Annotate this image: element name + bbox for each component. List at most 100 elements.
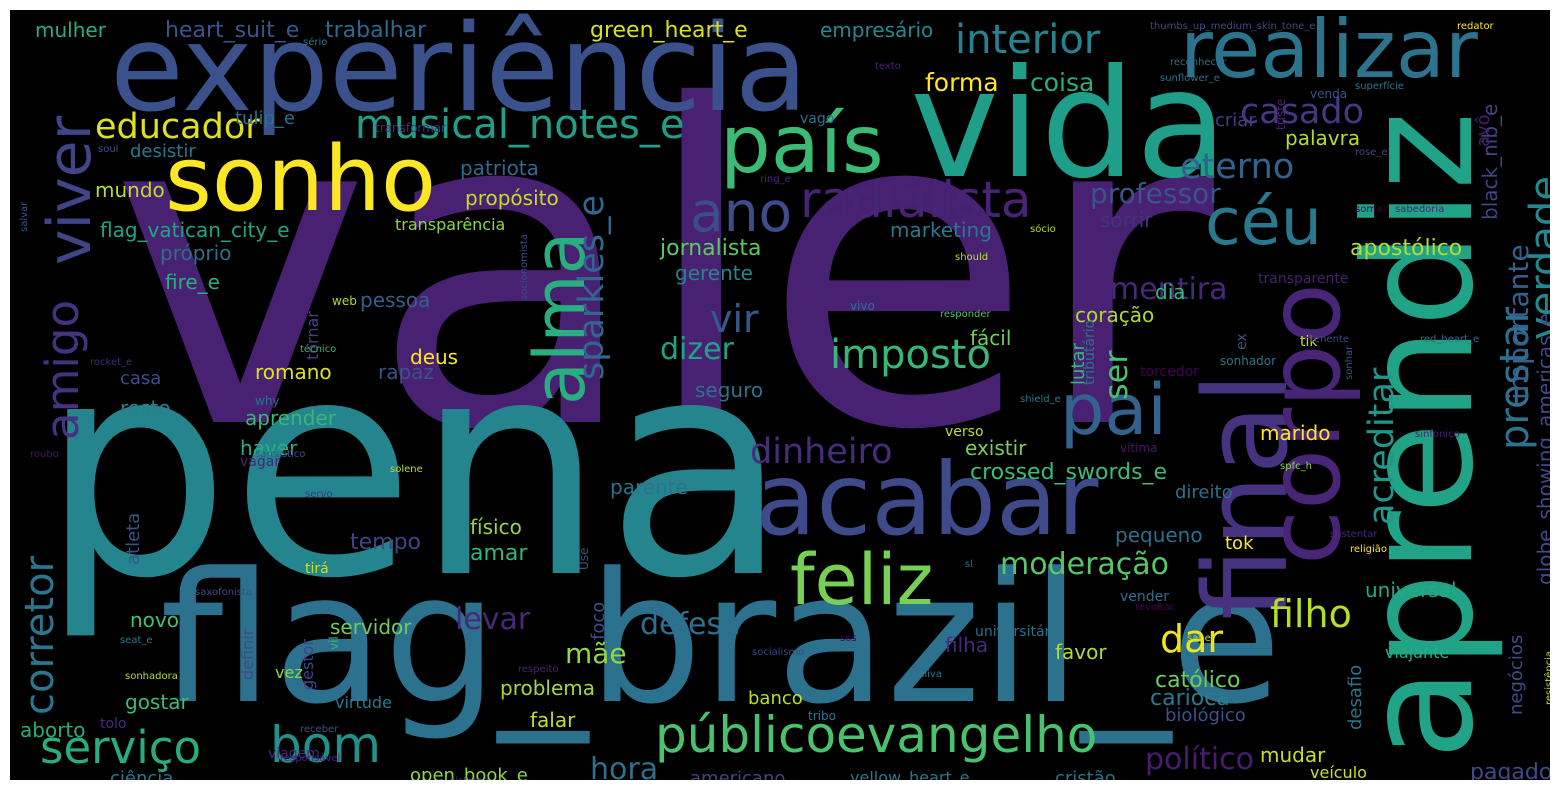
word-tirá: tirá [305, 561, 329, 577]
word-heart-suit-e: heart_suit_e [165, 18, 300, 43]
word-coração: coração [1075, 303, 1155, 327]
word-realizar: realizar [1180, 10, 1478, 96]
word-banco: banco [748, 688, 803, 709]
word-soul: soul [98, 144, 119, 155]
word-avô: avô [1473, 114, 1494, 147]
word-servo: servo [305, 489, 333, 500]
word-desafio: desafio [1345, 664, 1366, 730]
word-soma: soma [1355, 204, 1383, 215]
word-trabalhar: trabalhar [325, 18, 427, 43]
word-tempo: tempo [350, 530, 422, 555]
word-pai: pai [1060, 369, 1167, 451]
word-importante: importante [1502, 244, 1535, 400]
word-haver: haver [240, 436, 298, 460]
word-moderação: moderação [1000, 547, 1170, 582]
word-vez: vez [275, 663, 303, 682]
word-mentira: mentira [1110, 272, 1228, 307]
word-falar: falar [530, 708, 576, 732]
word-shield-e: shield_e [1020, 394, 1061, 405]
word-interior: interior [955, 17, 1101, 63]
word-educador: educador [95, 107, 260, 147]
word-open-book-e: open_book_e [410, 765, 528, 781]
word-universal: universal [1365, 578, 1457, 602]
word-empresário: empresário [820, 18, 934, 42]
word-saxofonista: saxofonista [195, 587, 253, 598]
word-dar: dar [1160, 617, 1224, 661]
word-direito: direito [1175, 482, 1233, 503]
word-rose-e: rose_e [1355, 147, 1388, 158]
word-mulher: mulher [35, 18, 106, 42]
word-responder: responder [940, 309, 991, 320]
word-socionomista: socionomista [519, 234, 530, 300]
word-radialista: radialista [800, 171, 1032, 229]
word-cristão: cristão [1055, 768, 1116, 781]
word-sistema: sistema [450, 777, 489, 781]
word-vagar: vagar [240, 454, 281, 470]
word-palavra: palavra [1285, 126, 1361, 150]
word-novo: novo [130, 608, 179, 632]
word-deus: deus [410, 345, 459, 369]
word-tenente: tenente [1310, 334, 1349, 345]
word-resto: resto [120, 396, 171, 420]
word-why: why [255, 394, 280, 408]
word-marketing: marketing [890, 218, 992, 242]
word-foco: foco [588, 601, 609, 640]
word-vil: vil [327, 636, 341, 650]
word-patriota: patriota [460, 156, 539, 180]
word-levar: levar [455, 602, 531, 637]
word-gerente: gerente [675, 261, 753, 285]
word-tulip-e: tulip_e [235, 108, 295, 129]
word-flag-vatican-city-e: flag_vatican_city_e [100, 218, 290, 242]
word-spfc-h: spfc_h [1280, 461, 1312, 472]
word-católico: católico [1155, 668, 1241, 693]
word-solene: solene [390, 464, 423, 475]
word-venda: venda [1310, 87, 1348, 101]
word-imposto: imposto [830, 332, 991, 378]
word-valer: valer [110, 14, 1214, 526]
word-parente: parente [610, 475, 688, 499]
word-ser: ser [1097, 350, 1135, 400]
word-feliz: feliz [790, 539, 934, 621]
word-técnico: técnico [300, 344, 337, 355]
word-revoltar: revoltar [1135, 602, 1175, 613]
word-vivo: vivo [850, 299, 875, 313]
word-sócio: sócio [1030, 224, 1056, 235]
word-responsável: responsável [280, 753, 341, 764]
word-desistir: desistir [130, 141, 196, 162]
word-ciência: ciência [110, 768, 174, 781]
word-acabar: acabar [755, 441, 1099, 558]
word-coisa: coisa [1030, 68, 1095, 97]
word-mundo: mundo [95, 178, 165, 202]
word-rocket-e: rocket_e [90, 357, 133, 368]
word-crossed-swords-e: crossed_swords_e [970, 460, 1168, 485]
word-roubo: roubo [30, 449, 59, 460]
word-sparkles-e: sparkles_e [572, 194, 612, 380]
word-gostar: gostar [125, 690, 189, 714]
word-casa: casa [120, 368, 162, 389]
word-existir: existir [965, 436, 1027, 460]
word-transparente: transparente [1258, 271, 1349, 287]
word-verso: verso [945, 424, 984, 440]
word-forma: forma [925, 68, 999, 97]
word-sonhadora: sonhadora [125, 671, 178, 682]
word-thumbs-up-medium-skin-tone-e: thumbs_up_medium_skin_tone_e [1150, 21, 1316, 32]
word-biológico: biológico [1165, 705, 1246, 726]
word-ring-e: ring_e [760, 174, 791, 185]
word-sustentar: sustentar [1330, 529, 1378, 540]
word-país: país [720, 98, 884, 191]
word-dinheiro: dinheiro [750, 432, 893, 472]
word-superfície: superfície [1355, 81, 1404, 92]
word-aprender: aprender [245, 406, 336, 430]
word-vender: vender [1120, 589, 1170, 605]
word-acreditar: acreditar [1362, 367, 1402, 525]
word-vago: vago [800, 111, 835, 127]
word-green-heart-e: green_heart_e [590, 18, 748, 43]
word-receber: receber [300, 724, 339, 735]
word-yellow-heart-e: yellow_heart_e [850, 768, 970, 781]
word-religião: religião [1350, 544, 1387, 555]
word-hora: hora [590, 752, 659, 781]
word-sabedoria: sabedoria [1395, 204, 1445, 215]
word-red-heart-e: red_heart_e [1420, 334, 1480, 345]
word-sonhador: sonhador [1220, 354, 1277, 368]
word-transparência: transparência [395, 215, 506, 234]
